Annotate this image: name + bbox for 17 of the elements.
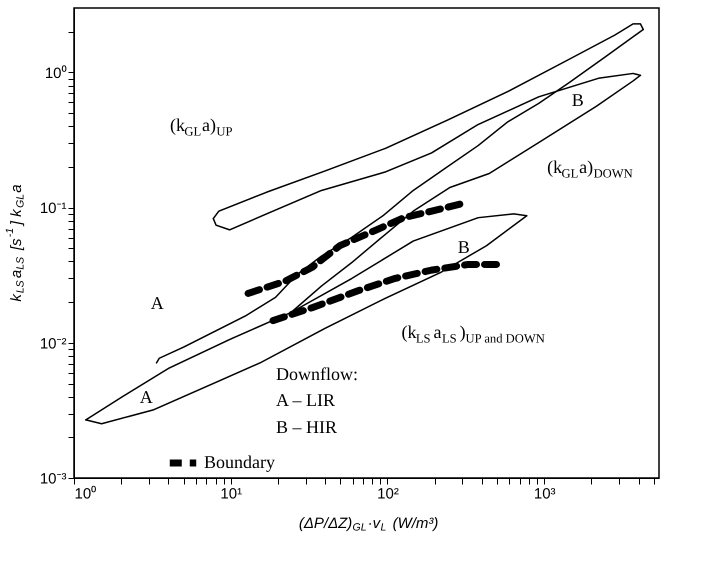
annotation: B bbox=[572, 90, 584, 110]
text: kLSaLS [s-1] kGLa bbox=[4, 184, 26, 302]
legend-label: Boundary bbox=[204, 452, 275, 472]
x-tick-label: 10⁰ bbox=[74, 486, 96, 502]
y-tick-label: 10⁻³ bbox=[40, 470, 66, 488]
annotation: A bbox=[150, 293, 164, 313]
annotation: Downflow: bbox=[276, 364, 358, 384]
annotation: B – HIR bbox=[276, 417, 338, 437]
annotation: A bbox=[140, 387, 153, 407]
annotation: B bbox=[458, 237, 470, 257]
x-tick-label: 10² bbox=[377, 486, 399, 502]
y-tick-label: 10⁻¹ bbox=[40, 200, 66, 218]
x-tick-label: 10¹ bbox=[220, 486, 242, 502]
y-tick-label: 10⁻² bbox=[40, 335, 66, 352]
x-tick-label: 10³ bbox=[534, 486, 556, 502]
annotation: A – LIR bbox=[276, 390, 336, 410]
y-tick-label: 10⁰ bbox=[44, 64, 66, 82]
